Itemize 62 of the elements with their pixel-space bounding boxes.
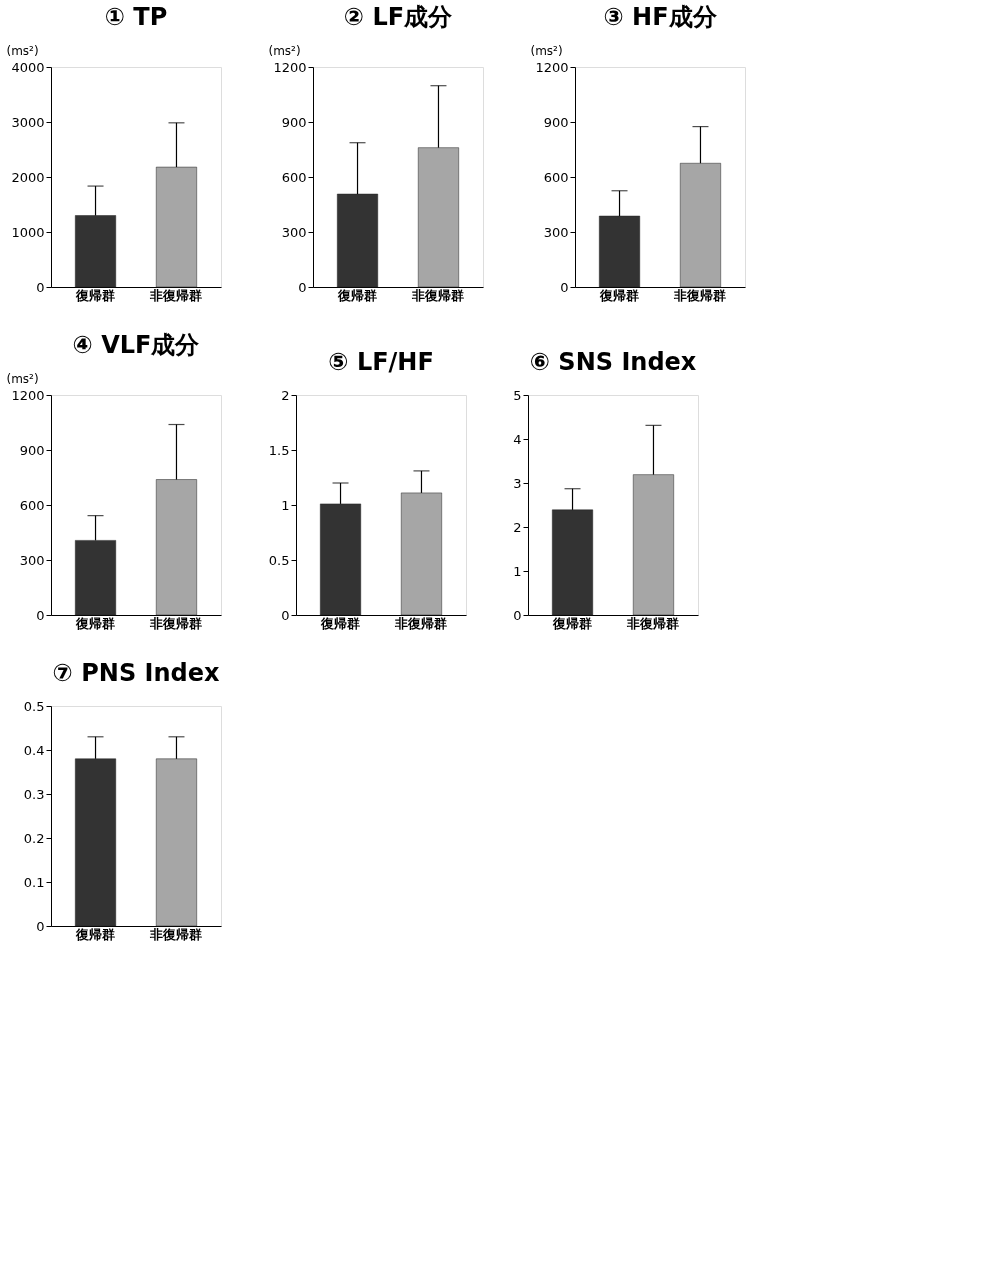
y-tick-label: 0 [36, 607, 45, 623]
y-tick-label: 2 [281, 387, 290, 403]
y-tick-label: 900 [281, 114, 307, 130]
y-tick-label: 0 [36, 918, 45, 934]
y-tick-label: 0.5 [23, 698, 45, 714]
x-tick-label: 非復帰群 [149, 926, 203, 942]
y-tick-label: 1 [513, 563, 522, 579]
y-tick-label: 300 [281, 224, 307, 240]
y-tick-label: 3 [513, 475, 522, 491]
y-tick-label: 900 [19, 442, 45, 458]
chart-title: ⑥ SNS Index [529, 348, 697, 376]
y-axis-title: (ms²) [268, 43, 301, 58]
y-tick-label: 0 [298, 279, 307, 295]
y-tick-label: 0 [560, 279, 569, 295]
x-tick-label: 非復帰群 [149, 287, 203, 303]
y-tick-label: 0 [36, 279, 45, 295]
y-tick-label: 0.1 [23, 874, 45, 890]
y-tick-label: 0.2 [23, 830, 45, 846]
y-tick-label: 1.5 [268, 442, 290, 458]
x-tick-label: 非復帰群 [673, 287, 727, 303]
x-tick-label: 復帰群 [599, 287, 640, 303]
y-tick-label: 1200 [535, 59, 569, 75]
y-tick-label: 4 [513, 431, 522, 447]
y-tick-label: 3000 [11, 114, 45, 130]
x-tick-label: 復帰群 [337, 287, 378, 303]
x-tick-label: 復帰群 [552, 615, 593, 631]
y-tick-label: 1 [281, 497, 290, 513]
y-tick-label: 0.4 [23, 742, 45, 758]
chart-title: ③ HF成分 [603, 3, 718, 31]
y-tick-label: 900 [543, 114, 569, 130]
x-tick-label: 非復帰群 [626, 615, 680, 631]
y-tick-label: 600 [543, 169, 569, 185]
chart-title: ④ VLF成分 [72, 331, 201, 359]
chart-title: ② LF成分 [343, 3, 454, 31]
y-tick-label: 2 [513, 519, 522, 535]
y-tick-label: 600 [281, 169, 307, 185]
y-tick-label: 0.3 [23, 786, 45, 802]
x-tick-label: 非復帰群 [411, 287, 465, 303]
y-tick-label: 1000 [11, 224, 45, 240]
y-axis-title: (ms²) [6, 371, 39, 386]
x-tick-label: 非復帰群 [149, 615, 203, 631]
y-tick-label: 0.5 [268, 552, 290, 568]
y-tick-label: 4000 [11, 59, 45, 75]
y-tick-label: 1200 [11, 387, 45, 403]
chart-title: ⑦ PNS Index [52, 659, 220, 687]
y-tick-label: 600 [19, 497, 45, 513]
y-tick-label: 0 [513, 607, 522, 623]
chart-title: ① TP [104, 3, 168, 31]
y-axis-title: (ms²) [6, 43, 39, 58]
chart-title: ⑤ LF/HF [328, 348, 434, 376]
x-tick-label: 非復帰群 [394, 615, 448, 631]
x-tick-label: 復帰群 [320, 615, 361, 631]
y-tick-label: 300 [543, 224, 569, 240]
y-tick-label: 2000 [11, 169, 45, 185]
y-tick-label: 0 [281, 607, 290, 623]
x-tick-label: 復帰群 [75, 926, 116, 942]
y-tick-label: 5 [513, 387, 522, 403]
y-tick-label: 300 [19, 552, 45, 568]
y-tick-label: 1200 [273, 59, 307, 75]
y-axis-title: (ms²) [530, 43, 563, 58]
x-tick-label: 復帰群 [75, 287, 116, 303]
x-tick-label: 復帰群 [75, 615, 116, 631]
